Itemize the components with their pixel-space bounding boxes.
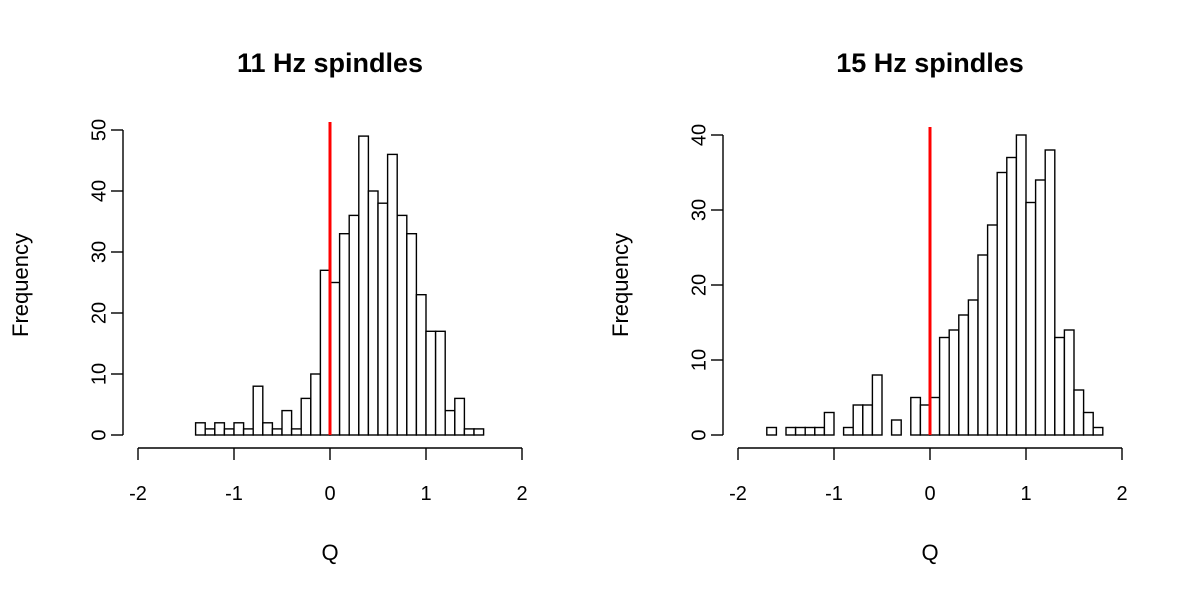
histogram-bar-11hz	[358, 135, 370, 436]
histogram-bar-15hz	[804, 426, 816, 436]
x-axis-15hz: -2 -1 0 1 2	[729, 447, 1128, 505]
histogram-bar-11hz	[204, 428, 216, 436]
x-tick-label-11hz: -1	[225, 483, 243, 505]
x-axis-label-15hz: Q	[921, 540, 938, 565]
histogram-bar-11hz	[434, 330, 446, 436]
histogram-bar-15hz	[996, 171, 1008, 436]
histogram-bar-11hz	[463, 428, 475, 436]
y-axis-11hz: 0 10 20 30 40 50	[88, 119, 124, 441]
histogram-bar-11hz	[406, 232, 418, 436]
histogram-bar-11hz	[281, 409, 293, 436]
histogram-bar-15hz	[1034, 179, 1046, 436]
histogram-bar-11hz	[214, 422, 226, 436]
histogram-bar-15hz	[1015, 134, 1027, 436]
histogram-bar-11hz	[367, 190, 379, 436]
histogram-bar-15hz	[766, 426, 778, 436]
histogram-bar-15hz	[785, 426, 797, 436]
y-tick-label-11hz: 30	[88, 241, 110, 263]
histogram-bar-15hz	[814, 426, 826, 436]
histogram-bar-15hz	[794, 426, 806, 436]
histogram-bar-15hz	[1063, 329, 1075, 436]
histogram-bar-11hz	[415, 294, 427, 436]
y-tick-label-11hz: 40	[88, 180, 110, 202]
x-tick-label-15hz: -1	[825, 483, 843, 505]
histogram-bar-15hz	[938, 336, 950, 436]
histogram-bar-15hz	[910, 396, 922, 436]
histogram-bar-15hz	[1073, 389, 1085, 436]
histogram-bar-15hz	[1054, 336, 1066, 436]
x-tick-label-15hz: -2	[729, 483, 747, 505]
histogram-bar-11hz	[290, 428, 302, 436]
y-tick-label-15hz: 20	[688, 274, 710, 296]
histogram-bar-11hz	[233, 422, 245, 436]
y-tick-label-15hz: 30	[688, 199, 710, 221]
y-tick-label-15hz: 40	[688, 124, 710, 146]
histogram-bar-11hz	[377, 202, 389, 436]
histogram-bar-11hz	[271, 428, 283, 436]
x-tick-label-11hz: 2	[516, 483, 527, 505]
histogram-bar-15hz	[1006, 156, 1018, 436]
x-axis-11hz: -2 -1 0 1 2	[129, 447, 528, 505]
histogram-bar-15hz	[862, 404, 874, 436]
x-tick-label-11hz: 1	[420, 483, 431, 505]
histogram-bar-15hz	[890, 419, 902, 436]
histogram-bar-15hz	[823, 411, 835, 436]
y-tick-label-11hz: 10	[88, 363, 110, 385]
histogram-bar-11hz	[300, 397, 312, 436]
histogram-bar-11hz	[262, 422, 274, 436]
y-axis-label-15hz: Frequency	[608, 233, 633, 337]
histogram-bar-11hz	[425, 330, 437, 436]
x-tick-label-15hz: 0	[924, 483, 935, 505]
histogram-bar-15hz	[1082, 411, 1094, 436]
y-axis-15hz: 0 10 20 30 40	[688, 124, 724, 441]
histogram-bar-15hz	[1044, 149, 1056, 436]
panel-11hz: 11 Hz spindles Q Frequency -2 -1 0 1 2 0 10 20…	[8, 48, 528, 565]
y-tick-label-15hz: 10	[688, 349, 710, 371]
x-tick-label-15hz: 2	[1116, 483, 1127, 505]
chart-title-15hz: 15 Hz spindles	[836, 48, 1024, 78]
bars-15hz	[766, 134, 1104, 436]
y-tick-label-11hz: 50	[88, 119, 110, 141]
y-axis-label-11hz: Frequency	[8, 233, 33, 337]
y-tick-label-11hz: 0	[88, 429, 110, 440]
histogram-bar-15hz	[958, 314, 970, 436]
histogram-bar-11hz	[386, 153, 398, 436]
histogram-bar-11hz	[454, 397, 466, 436]
histogram-bar-15hz	[986, 224, 998, 436]
bars-11hz	[194, 135, 485, 436]
histogram-bar-11hz	[223, 428, 235, 436]
histogram-bar-15hz	[967, 299, 979, 436]
histogram-bar-15hz	[871, 374, 883, 436]
histogram-bar-11hz	[396, 214, 408, 436]
histogram-bar-11hz	[473, 428, 485, 436]
histogram-bar-11hz	[348, 214, 360, 436]
y-tick-label-11hz: 20	[88, 302, 110, 324]
histogram-bar-11hz	[444, 409, 456, 436]
y-tick-label-15hz: 0	[688, 429, 710, 440]
histogram-bar-15hz	[852, 404, 864, 436]
histogram-bar-11hz	[338, 232, 350, 436]
histogram-bar-15hz	[842, 426, 854, 436]
histogram-bar-15hz	[948, 329, 960, 436]
histogram-bar-15hz	[977, 254, 989, 436]
x-axis-label-11hz: Q	[321, 540, 338, 565]
panel-15hz: 15 Hz spindles Q Frequency -2 -1 0 1 2 0 10 20…	[608, 48, 1128, 565]
histogram-bar-11hz	[194, 422, 206, 436]
chart-title-11hz: 11 Hz spindles	[237, 48, 423, 78]
histogram-bar-15hz	[1025, 201, 1037, 436]
histogram-bar-11hz	[252, 385, 264, 436]
histogram-bar-11hz	[310, 373, 322, 436]
x-tick-label-11hz: 0	[324, 483, 335, 505]
x-tick-label-15hz: 1	[1020, 483, 1031, 505]
x-tick-label-11hz: -2	[129, 483, 147, 505]
histogram-bar-11hz	[242, 428, 254, 436]
histogram-bar-15hz	[1092, 426, 1104, 436]
